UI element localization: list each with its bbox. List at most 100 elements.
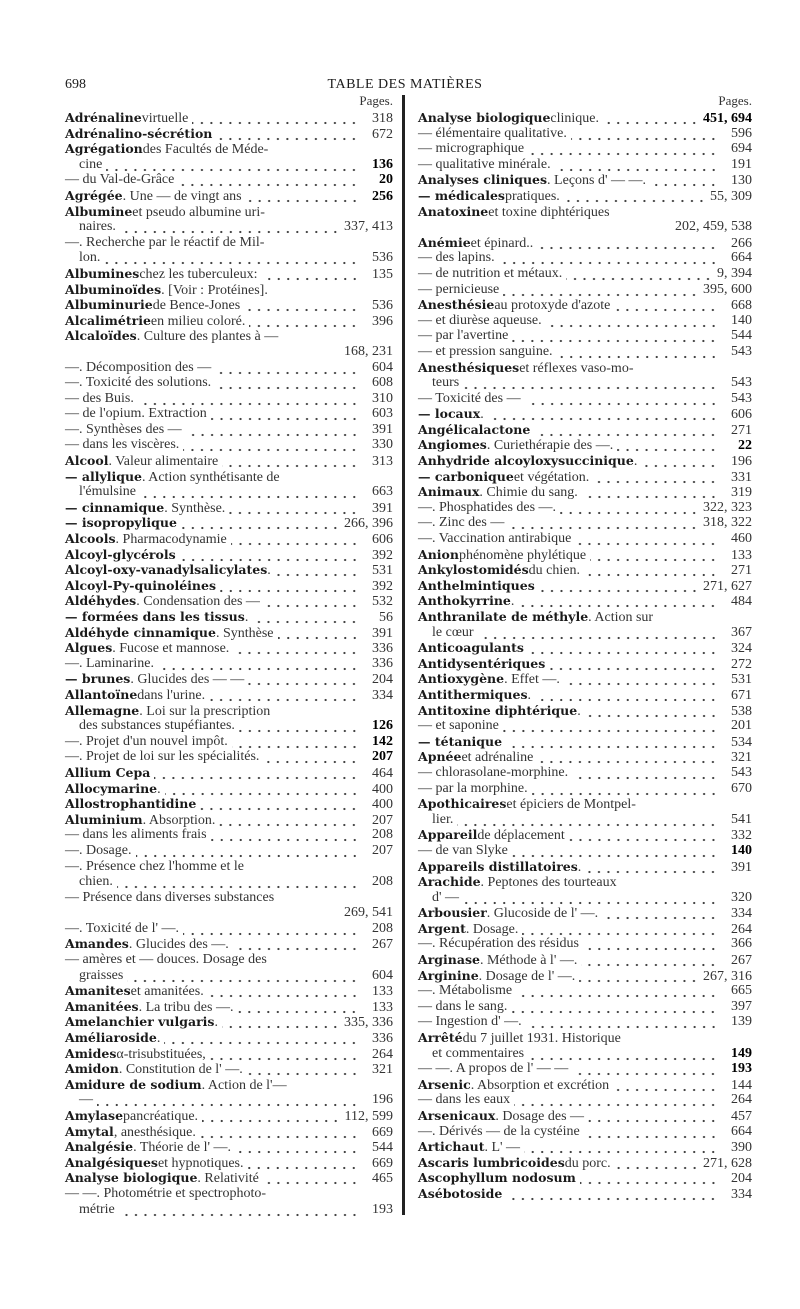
dot-leader — [457, 811, 718, 828]
page-reference: 271, 627 — [703, 578, 752, 594]
index-entry: Amelanchier vulgaris. 335, 336 — [65, 1014, 393, 1030]
page-reference: 266, 396 — [344, 516, 393, 532]
index-entry: —. Décomposition des — 604 — [65, 359, 393, 376]
page-reference: 319 — [731, 485, 752, 501]
dot-leader — [593, 468, 718, 485]
entry-continuation: cine 136 — [65, 156, 393, 173]
entry-heading: — tétanique — [418, 733, 503, 749]
index-entry: Analyse biologique. Relativité 465 — [65, 1170, 393, 1186]
entry-heading: Antitoxine diphtérique — [418, 702, 578, 718]
index-entry: Allantoïne dans l'urine. 334 — [65, 686, 393, 703]
entry-line: Allemagne. Loi sur la prescription — [65, 703, 393, 719]
dot-leader — [185, 421, 359, 438]
entry-line: — dans le sang. 397 — [418, 998, 752, 1015]
entry-text: . Glucides des — — — [130, 672, 245, 688]
index-entry: —. Récupération des résidus 366 — [418, 936, 752, 953]
entry-heading: Angiomes — [418, 437, 487, 453]
index-entry: Alcoyl-Py-quinoléines 392 — [65, 577, 393, 594]
index-entry: Antioxygène. Effet —. 531 — [418, 671, 752, 687]
entry-line: Animaux. Chimie du sang. 319 — [418, 484, 752, 500]
dot-leader — [207, 983, 359, 999]
entry-line: —. Dosage. 207 — [65, 842, 393, 859]
entry-text: — et saponine — [418, 718, 499, 734]
entry-line: Anthelmintiques 271, 627 — [418, 577, 752, 594]
entry-heading: Aldéhydes — [65, 593, 137, 609]
entry-line: — et saponine 201 — [418, 718, 752, 734]
entry-text: —. Dérivés — de la cystéine — [418, 1123, 580, 1139]
entry-line: Arsenicaux. Dosage des — 457 — [418, 1108, 752, 1124]
entry-text: — par l'avertine — [418, 328, 509, 344]
entry-heading: Allium Cepa — [65, 764, 151, 780]
dot-leader — [209, 686, 359, 703]
entry-line: Allocymarine. 400 — [65, 780, 393, 797]
entry-heading: Arginase — [418, 952, 480, 968]
entry-text: — élémentaire qualitative. — [418, 125, 567, 141]
entry-text: . Dosage de l' —. — [478, 968, 576, 984]
page-reference: 694 — [731, 141, 752, 157]
index-entry: Antidysentériques 272 — [418, 655, 752, 672]
entry-heading: Arbousier — [418, 905, 487, 921]
page-reference: 604 — [372, 359, 393, 375]
dot-leader — [97, 1092, 359, 1108]
index-entry: —. Métabolisme 665 — [418, 983, 752, 999]
dot-leader — [210, 827, 359, 843]
index-entry: Agrégée. Une — de vingt ans 256 — [65, 187, 393, 204]
index-entry: — dans les eaux 264 — [418, 1092, 752, 1108]
page-reference: 271 — [731, 422, 752, 438]
index-entry: — par l'avertine 544 — [418, 328, 752, 344]
entry-heading: — formées dans les tissus — [65, 609, 245, 624]
index-entry: Arrêté du 7 juillet 1931. Historique et c… — [418, 1030, 752, 1062]
dot-leader — [463, 889, 718, 906]
page-reference: 543 — [731, 343, 752, 359]
entry-heading: Appareil — [418, 827, 478, 843]
entry-text: . Effet —. — [504, 672, 560, 688]
entry-continuation: et commentaires 149 — [418, 1045, 752, 1062]
entry-heading: Analyse biologique — [65, 1170, 198, 1186]
entry-line: — des Buis. 310 — [65, 390, 393, 407]
dot-leader — [202, 1108, 341, 1124]
entry-line: — élémentaire qualitative. 596 — [418, 125, 752, 142]
entry-line: Angélicalactone 271 — [418, 421, 752, 438]
dot-leader — [106, 156, 359, 173]
entry-text: et commentaires — [432, 1045, 525, 1061]
dot-leader — [154, 764, 359, 781]
page-reference: 335, 336 — [344, 1015, 393, 1031]
index-entry: Amidure de sodium. Action de l'— —196 — [65, 1077, 393, 1108]
entry-text: de déplacement — [477, 828, 565, 844]
entry-text: . Curiethérapie des —. — [486, 438, 614, 454]
entry-heading: Artichaut — [418, 1139, 485, 1155]
dot-leader — [503, 281, 699, 298]
entry-line: Apnée et adrénaline 321 — [418, 749, 752, 765]
entry-heading: Anthokyrrine — [418, 593, 511, 609]
page-reference: 264 — [372, 1046, 393, 1062]
entry-line: Amidure de sodium. Action de l'— — [65, 1077, 393, 1093]
entry-line: —. Présence chez l'homme et le — [65, 859, 393, 875]
page-reference: 391 — [372, 625, 393, 641]
page-reference: 536 — [372, 250, 393, 266]
entry-line: — —. A propos de l' — — 193 — [418, 1061, 752, 1077]
entry-text: . — [633, 454, 638, 470]
page-reference: 544 — [731, 328, 752, 344]
dot-leader — [506, 733, 718, 750]
entry-heading: Algues — [65, 640, 113, 656]
dot-leader — [119, 219, 340, 235]
entry-line: — —. Photométrie et spectrophoto- — [65, 1186, 393, 1202]
entry-line: Alcoyl-Py-quinoléines 392 — [65, 577, 393, 594]
page-reference: 337, 413 — [344, 219, 393, 235]
page-reference: 392 — [372, 578, 393, 594]
entry-heading: Alcoyl-oxy-vanadylsalicylates — [65, 562, 268, 578]
entry-continuation: le cœur 367 — [418, 624, 752, 641]
entry-text: — dans les eaux — [418, 1092, 511, 1108]
entry-line: —. Phosphatides des —. 322, 323 — [418, 499, 752, 516]
entry-text: dans l'urine. — [137, 687, 206, 703]
entry-heading: Améliaroside — [65, 1030, 157, 1046]
dot-leader — [534, 421, 718, 438]
page-reference: 267, 316 — [703, 968, 752, 984]
page-reference: 672 — [372, 126, 393, 142]
entry-text: virtuelle — [141, 111, 189, 126]
dot-leader — [537, 234, 718, 251]
page-reference: 142 — [372, 733, 393, 749]
page-reference: 608 — [372, 375, 393, 391]
index-entry: Alcoyl-oxy-vanadylsalicylates. 531 — [65, 562, 393, 578]
dot-leader — [641, 453, 718, 469]
